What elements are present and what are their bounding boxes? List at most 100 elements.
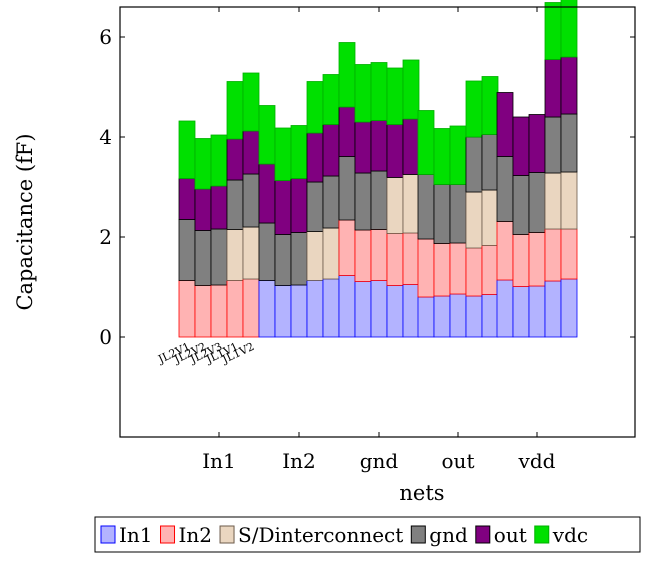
bar-segment bbox=[417, 238, 435, 298]
y-tick-label: 0 bbox=[99, 325, 112, 349]
bar-segment bbox=[481, 245, 499, 295]
legend-swatch bbox=[160, 525, 176, 544]
legend-swatch bbox=[100, 525, 116, 544]
bar-segment bbox=[370, 120, 388, 172]
bar-segment bbox=[210, 134, 228, 187]
bar-segment bbox=[306, 231, 324, 281]
bar-segment bbox=[338, 42, 356, 108]
bar-segment bbox=[417, 174, 435, 240]
bar-segment bbox=[290, 284, 308, 338]
bar-segment bbox=[210, 185, 228, 230]
bar-segment bbox=[560, 0, 578, 58]
x-tick-label: gnd bbox=[360, 449, 399, 473]
bar-segment bbox=[402, 118, 420, 175]
legend-swatch bbox=[534, 525, 550, 544]
bar-segment bbox=[338, 275, 356, 338]
bar-segment bbox=[560, 228, 578, 280]
x-tick-label: out bbox=[442, 449, 475, 473]
bar-segment bbox=[402, 174, 420, 234]
bar-segment bbox=[449, 293, 467, 338]
bar-segment bbox=[417, 296, 435, 338]
bar-segment bbox=[258, 280, 276, 338]
bar-segment bbox=[512, 286, 530, 338]
bar-segment bbox=[322, 74, 340, 125]
bar-segment bbox=[338, 106, 356, 157]
bar-segment bbox=[449, 242, 467, 295]
bar-segment bbox=[481, 294, 499, 338]
bar-segment bbox=[560, 113, 578, 173]
bar-segment bbox=[194, 285, 212, 338]
legend-swatch bbox=[219, 525, 235, 544]
bar-segment bbox=[528, 172, 546, 233]
bar-segment bbox=[370, 170, 388, 230]
x-axis: In1 In2 gnd out vdd bbox=[202, 7, 556, 473]
bar-segment bbox=[449, 184, 467, 244]
bar-segment bbox=[370, 229, 388, 281]
bar-segment bbox=[194, 138, 212, 190]
bar-segment bbox=[226, 280, 244, 338]
bar-segment bbox=[306, 81, 324, 134]
bar-segment bbox=[194, 188, 212, 231]
bar-segment bbox=[481, 134, 499, 191]
legend-label: out bbox=[494, 523, 527, 547]
bar-segment bbox=[370, 280, 388, 338]
bar-segment bbox=[496, 221, 514, 281]
bar-segment bbox=[465, 191, 483, 249]
legend-label: S/Dinterconnect bbox=[238, 523, 403, 547]
bar-segment bbox=[322, 124, 340, 177]
bar-segment bbox=[544, 228, 562, 282]
bar-segment bbox=[560, 278, 578, 338]
bar-segment bbox=[178, 219, 196, 281]
bar-segment bbox=[274, 127, 292, 181]
bar-segment bbox=[370, 62, 388, 121]
x-tick-label: vdd bbox=[518, 449, 556, 473]
bar-segment bbox=[274, 234, 292, 286]
bar-segment bbox=[417, 110, 435, 175]
plot-frame bbox=[119, 6, 636, 438]
bar-segment bbox=[354, 121, 372, 174]
bar-segment bbox=[528, 285, 546, 338]
legend-label: vdc bbox=[552, 523, 588, 547]
bar-segment bbox=[226, 229, 244, 281]
bar-segment bbox=[449, 125, 467, 185]
bar-segment bbox=[354, 64, 372, 123]
legend-label: In1 bbox=[119, 523, 153, 547]
bar-segment bbox=[194, 230, 212, 286]
bar-segment bbox=[210, 228, 228, 286]
bar-segment bbox=[544, 59, 562, 118]
bar-segment bbox=[496, 279, 514, 338]
bar-segment bbox=[386, 67, 404, 125]
bar-segment bbox=[465, 80, 483, 138]
legend-swatch bbox=[475, 525, 491, 544]
bar-segment bbox=[512, 234, 530, 287]
bar-segment bbox=[338, 219, 356, 276]
bar-segment bbox=[306, 181, 324, 232]
bar-segment bbox=[354, 281, 372, 338]
bar-segment bbox=[290, 125, 308, 179]
bar-segment bbox=[322, 278, 340, 338]
x-tick-label: In2 bbox=[282, 449, 316, 473]
bar-segment bbox=[433, 184, 451, 244]
legend-label: In2 bbox=[179, 523, 213, 547]
bar-segment bbox=[481, 189, 499, 246]
bar-segment bbox=[386, 124, 404, 178]
bar-segment bbox=[306, 280, 324, 338]
bar-segment bbox=[242, 72, 260, 132]
x-tick-label: In1 bbox=[202, 449, 236, 473]
bar-segment bbox=[544, 280, 562, 338]
bar-segment bbox=[178, 178, 196, 220]
bar-segment bbox=[274, 285, 292, 338]
bar-segment bbox=[258, 105, 276, 165]
bar-segment bbox=[386, 177, 404, 234]
y-tick-label: 2 bbox=[99, 225, 112, 249]
legend-swatch bbox=[410, 525, 426, 544]
bar-segment bbox=[528, 232, 546, 287]
legend: In1 In2 S/Dinterconnect gnd out vdc bbox=[94, 516, 641, 553]
bar-segment bbox=[560, 171, 578, 230]
bar-segment bbox=[242, 130, 260, 175]
bar-segment bbox=[178, 120, 196, 179]
bar-segment bbox=[242, 278, 260, 338]
bar-segment bbox=[465, 295, 483, 338]
bar-segment bbox=[481, 76, 499, 135]
